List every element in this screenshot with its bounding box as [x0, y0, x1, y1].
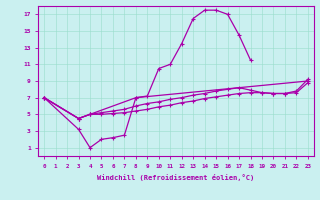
X-axis label: Windchill (Refroidissement éolien,°C): Windchill (Refroidissement éolien,°C)	[97, 174, 255, 181]
